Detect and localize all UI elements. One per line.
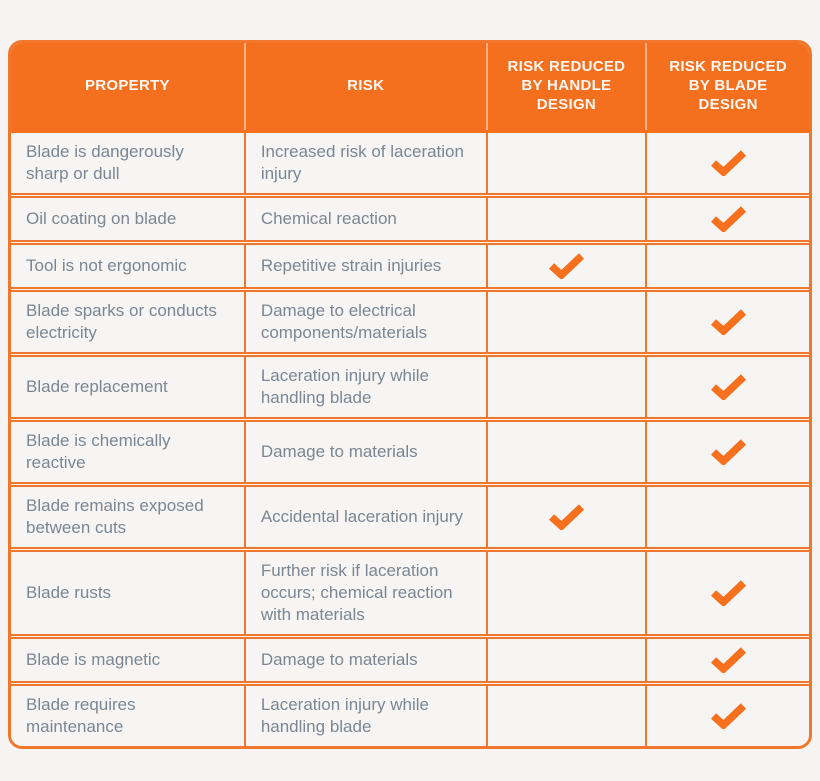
header-risk-reduced-handle: RISK REDUCED BY HANDLE DESIGN (485, 43, 647, 131)
risk-cell: Further risk if laceration occurs; chemi… (243, 546, 487, 636)
risk-cell: Damage to materials (243, 633, 487, 683)
property-cell: Blade is dangerously sharp or dull (11, 129, 245, 195)
blade-design-cell (645, 633, 809, 683)
property-cell: Blade is chemically reactive (11, 416, 245, 484)
table-row: Blade sparks or conducts electricity Dam… (11, 286, 809, 354)
blade-design-cell (645, 680, 809, 746)
property-cell: Tool is not ergonomic (11, 239, 245, 289)
property-cell: Blade replacement (11, 351, 245, 419)
check-icon (710, 702, 746, 729)
table-row: Oil coating on blade Chemical reaction (11, 192, 809, 242)
header-risk-reduced-blade: RISK REDUCED BY BLADE DESIGN (645, 43, 809, 131)
check-icon (710, 308, 746, 335)
property-cell: Blade rusts (11, 546, 245, 636)
property-cell: Blade sparks or conducts electricity (11, 286, 245, 354)
blade-design-cell (645, 351, 809, 419)
property-cell: Blade remains exposed between cuts (11, 481, 245, 549)
blade-design-cell (645, 192, 809, 242)
risk-cell: Laceration injury while handling blade (243, 351, 487, 419)
check-icon (710, 579, 746, 606)
blade-design-cell (645, 546, 809, 636)
table-row: Blade is chemically reactive Damage to m… (11, 416, 809, 484)
risk-cell: Accidental laceration injury (243, 481, 487, 549)
check-icon (710, 438, 746, 465)
table-row: Blade remains exposed between cuts Accid… (11, 481, 809, 549)
handle-design-cell (485, 546, 647, 636)
handle-design-cell (485, 416, 647, 484)
check-icon (548, 252, 584, 279)
blade-design-cell (645, 239, 809, 289)
risk-cell: Increased risk of laceration injury (243, 129, 487, 195)
header-property: PROPERTY (11, 43, 245, 131)
risk-cell: Repetitive strain injuries (243, 239, 487, 289)
blade-design-cell (645, 416, 809, 484)
risk-comparison-table: PROPERTY RISK RISK REDUCED BY HANDLE DES… (8, 40, 812, 749)
table-body: Blade is dangerously sharp or dull Incre… (11, 129, 809, 746)
check-icon (548, 503, 584, 530)
property-cell: Blade requires maintenance (11, 680, 245, 746)
handle-design-cell (485, 680, 647, 746)
risk-cell: Chemical reaction (243, 192, 487, 242)
risk-cell: Damage to materials (243, 416, 487, 484)
table-row: Blade rusts Further risk if laceration o… (11, 546, 809, 636)
check-icon (710, 646, 746, 673)
risk-cell: Laceration injury while handling blade (243, 680, 487, 746)
check-icon (710, 205, 746, 232)
table-row: Blade replacement Laceration injury whil… (11, 351, 809, 419)
handle-design-cell (485, 481, 647, 549)
handle-design-cell (485, 129, 647, 195)
table: PROPERTY RISK RISK REDUCED BY HANDLE DES… (11, 43, 809, 746)
blade-design-cell (645, 129, 809, 195)
risk-cell: Damage to electrical components/material… (243, 286, 487, 354)
property-cell: Blade is magnetic (11, 633, 245, 683)
check-icon (710, 149, 746, 176)
header-risk: RISK (243, 43, 487, 131)
check-icon (710, 373, 746, 400)
handle-design-cell (485, 239, 647, 289)
table-row: Blade requires maintenance Laceration in… (11, 680, 809, 746)
table-row: Tool is not ergonomic Repetitive strain … (11, 239, 809, 289)
handle-design-cell (485, 351, 647, 419)
handle-design-cell (485, 286, 647, 354)
table-row: Blade is magnetic Damage to materials (11, 633, 809, 683)
property-cell: Oil coating on blade (11, 192, 245, 242)
blade-design-cell (645, 286, 809, 354)
header-row: PROPERTY RISK RISK REDUCED BY HANDLE DES… (11, 43, 809, 131)
blade-design-cell (645, 481, 809, 549)
table-row: Blade is dangerously sharp or dull Incre… (11, 129, 809, 195)
handle-design-cell (485, 633, 647, 683)
handle-design-cell (485, 192, 647, 242)
